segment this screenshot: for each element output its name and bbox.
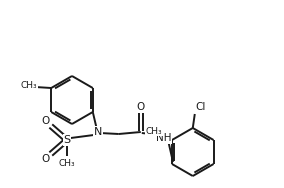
Text: O: O <box>42 116 50 126</box>
Text: CH₃: CH₃ <box>146 127 162 136</box>
Text: S: S <box>63 135 70 145</box>
Text: CH₃: CH₃ <box>21 80 37 89</box>
Text: NH: NH <box>156 133 172 143</box>
Text: N: N <box>94 127 102 137</box>
Text: CH₃: CH₃ <box>59 158 75 168</box>
Text: O: O <box>42 154 50 164</box>
Text: O: O <box>137 102 145 112</box>
Text: Cl: Cl <box>196 102 206 112</box>
